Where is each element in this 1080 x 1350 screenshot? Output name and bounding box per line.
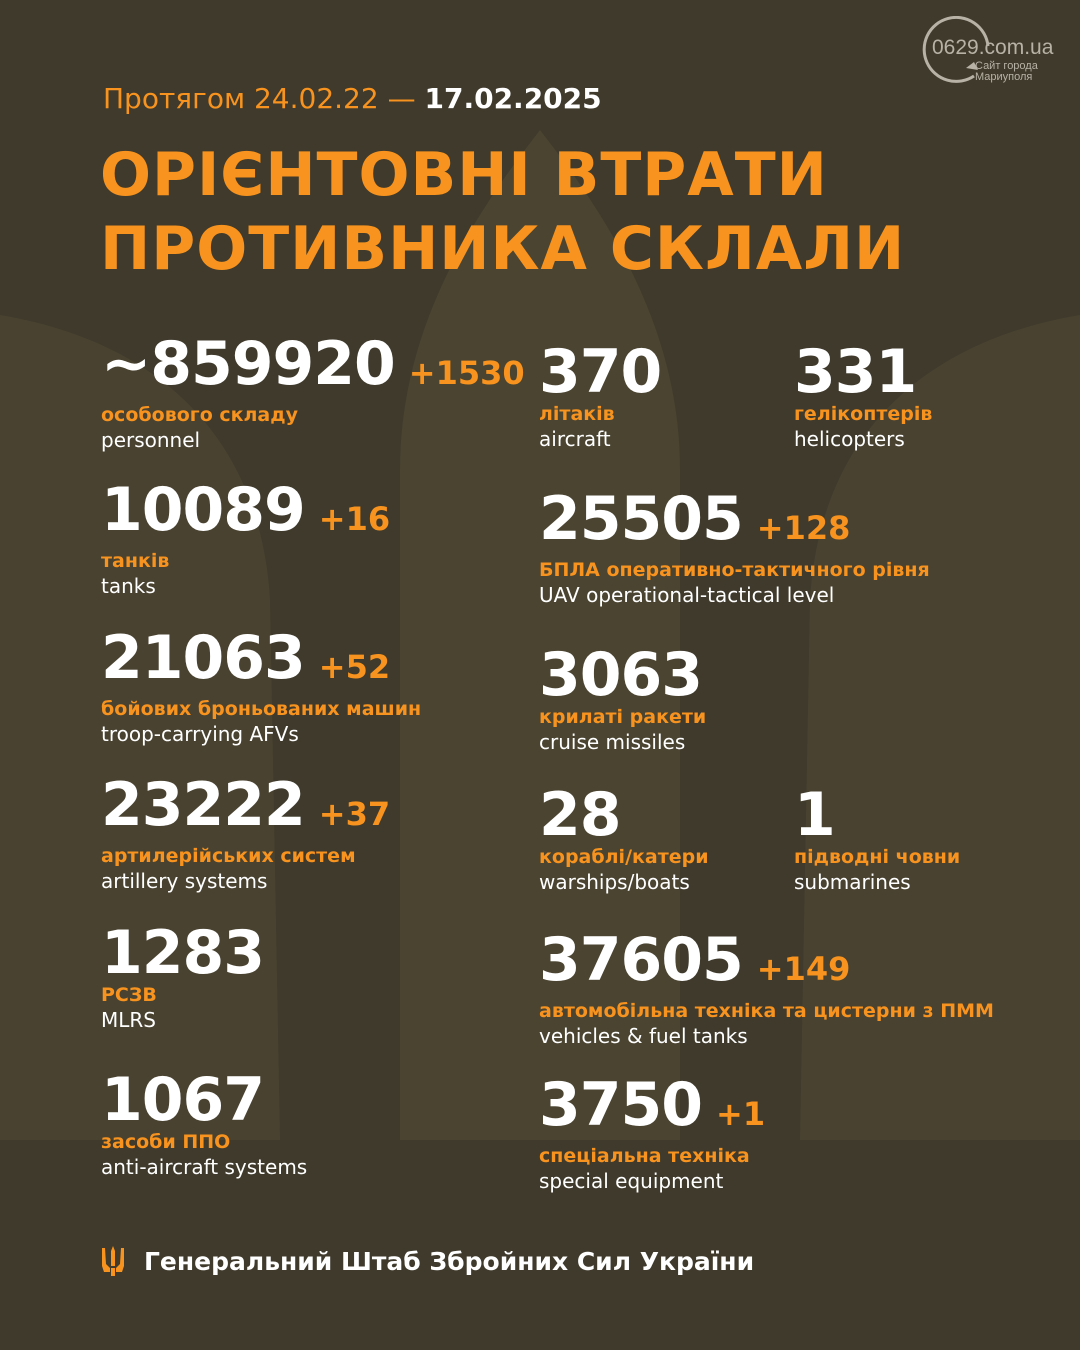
- stat-right-7: 3750 +1 спеціальна техніка special equipm…: [539, 1075, 765, 1194]
- stat-value: 3750 +1: [539, 1070, 766, 1140]
- stat-value: 1067: [101, 1065, 265, 1135]
- stat-right-2: 25505 +128 БПЛА оперативно-тактичного рів…: [539, 489, 930, 608]
- stat-label-en: aircraft: [539, 427, 611, 451]
- stat-label-en: personnel: [101, 428, 201, 452]
- stat-left-5: 1067 засоби ППО anti-aircraft systems: [101, 1070, 307, 1180]
- stat-label-en: helicopters: [794, 427, 905, 451]
- footer: Генеральний Штаб Збройних Сил України: [100, 1246, 754, 1276]
- trident-icon: [102, 1246, 124, 1276]
- trident-center-shape: [400, 130, 680, 1140]
- stat-label-en: cruise missiles: [539, 730, 686, 754]
- stat-label-ua: РСЗВ: [101, 984, 157, 1006]
- stat-delta: +128: [756, 509, 851, 547]
- stat-delta: +52: [318, 648, 391, 686]
- stat-label-en: vehicles & fuel tanks: [539, 1024, 748, 1048]
- stat-value: 23222 +37: [101, 770, 391, 840]
- period-subtitle: Протягом 24.02.22 — 17.02.2025: [103, 82, 602, 115]
- stat-delta: +149: [756, 950, 851, 988]
- stat-left-2: 21063 +52 бойових броньованих машин troop…: [101, 628, 421, 747]
- page-title: ОРІЄНТОВНІ ВТРАТИ ПРОТИВНИКА СКЛАЛИ: [100, 140, 906, 284]
- stat-label-en: MLRS: [101, 1008, 156, 1032]
- stat-delta: +37: [318, 795, 391, 833]
- stat-right-5: 1 підводні човни submarines: [794, 785, 960, 895]
- stat-label-ua: бойових броньованих машин: [101, 698, 422, 720]
- trident-right-shape: [800, 315, 1080, 1140]
- stat-left-3: 23222 +37 артилерійських систем artillery…: [101, 775, 390, 894]
- stat-label-en: special equipment: [539, 1169, 724, 1193]
- stat-label-ua: артилерійських систем: [101, 845, 356, 867]
- trident-left-shape: [0, 315, 280, 1140]
- stat-value: 3063: [539, 640, 703, 710]
- logo-circle-icon: [922, 16, 990, 83]
- stat-value: 1: [794, 780, 836, 850]
- logo-tagline: Сайт города Мариуполя: [975, 60, 1038, 83]
- stat-right-0: 370 літаків aircraft: [539, 337, 662, 452]
- stat-label-en: UAV operational-tactical level: [539, 583, 835, 607]
- stat-delta: +1: [716, 1095, 766, 1133]
- stat-label-en: submarines: [794, 870, 911, 894]
- stat-right-3: 3063 крилаті ракети cruise missiles: [539, 645, 706, 755]
- stat-right-1: 331 гелікоптерів helicopters: [794, 342, 932, 452]
- stat-label-ua: кораблі/катери: [539, 846, 709, 868]
- stat-label-ua: гелікоптерів: [794, 403, 933, 425]
- stat-label-ua: спеціальна техніка: [539, 1145, 750, 1167]
- stat-label-ua: засоби ППО: [101, 1131, 231, 1153]
- stat-left-1: 10089 +16 танків tanks: [101, 480, 390, 599]
- logo-site: 0629.com.ua: [932, 36, 1054, 59]
- stat-value: 1283: [101, 918, 265, 988]
- stat-label-ua: підводні човни: [794, 846, 961, 868]
- stat-delta: +1530: [408, 354, 525, 392]
- stat-label-ua: автомобільна техніка та цистерни з ПММ: [539, 1000, 994, 1022]
- stat-label-ua: танків: [101, 550, 170, 572]
- stat-label-ua: БПЛА оперативно-тактичного рівня: [539, 559, 930, 581]
- trident-gaps: [300, 720, 780, 1140]
- stat-value: 25505 +128: [539, 484, 851, 554]
- stat-label-en: artillery systems: [101, 869, 268, 893]
- stat-value: 21063 +52: [101, 623, 391, 693]
- stat-left-0: ~859920 +1530 особового складу personnel: [101, 334, 525, 453]
- stat-value: 370: [539, 337, 662, 407]
- stat-left-4: 1283 РСЗВ MLRS: [101, 918, 265, 1033]
- stat-label-en: troop-carrying AFVs: [101, 722, 299, 746]
- watermark-logo: 0629.com.ua Сайт города Мариуполя: [922, 16, 1072, 86]
- stat-value: 28: [539, 780, 621, 850]
- stat-value: ~859920 +1530: [101, 329, 525, 399]
- stat-right-4: 28 кораблі/катери warships/boats: [539, 785, 709, 895]
- stat-label-en: anti-aircraft systems: [101, 1155, 308, 1179]
- stat-right-6: 37605 +149 автомобільна техніка та цистер…: [539, 930, 994, 1049]
- stat-label-ua: літаків: [539, 403, 615, 425]
- stat-value: 37605 +149: [539, 925, 851, 995]
- footer-text: Генеральний Штаб Збройних Сил України: [144, 1246, 755, 1276]
- stat-label-ua: особового складу: [101, 404, 298, 426]
- stat-label-en: tanks: [101, 574, 156, 598]
- stat-label-en: warships/boats: [539, 870, 690, 894]
- stat-value: 331: [794, 337, 917, 407]
- stat-label-ua: крилаті ракети: [539, 706, 707, 728]
- stat-value: 10089 +16: [101, 475, 391, 545]
- stat-delta: +16: [318, 500, 391, 538]
